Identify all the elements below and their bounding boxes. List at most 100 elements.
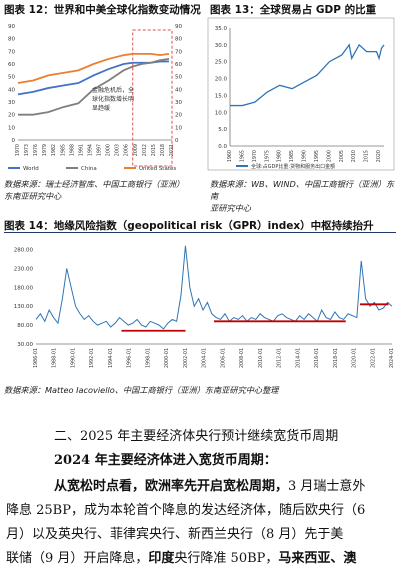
- fig12-y-tick-left: 20: [8, 113, 15, 119]
- fig13-title: 图表 13：全球贸易占 GDP 的比重: [210, 4, 377, 16]
- fig14-chart: 30.00 80.00 130.00 180.00 230.00 280.00 1986-0…: [4, 234, 396, 384]
- fig12-y-tick-right: 40: [175, 87, 182, 93]
- fig12-x-tick: 2006: [124, 144, 130, 156]
- fig12-annotation-line: 金融危机后，全: [92, 86, 134, 94]
- fig14-x-tick: 2024-01: [389, 348, 395, 368]
- paragraph-line-3: 月）以及英央行、菲律宾央行、新西兰央行（8 月）先于美: [6, 527, 344, 542]
- fig13-x-tick: 1965: [239, 150, 245, 162]
- fig12-x-tick: 1997: [97, 144, 103, 156]
- fig12-y-tick-right: 60: [175, 62, 182, 68]
- fig12-y-tick-left: 80: [8, 37, 15, 43]
- fig12-source: 数据来源：瑞士经济智库、中国工商银行（亚洲） 东南亚研究中心: [4, 179, 185, 201]
- fig14-x-tick: 2008-01: [239, 348, 245, 368]
- fig14-x-tick: 2006-01: [220, 348, 226, 368]
- fig12-y-tick-right: 20: [175, 113, 182, 119]
- fig12-y-tick-left: 0: [12, 138, 16, 144]
- fig12-y-tick-right: 50: [175, 75, 182, 81]
- fig12-y-tick-right: 0: [175, 138, 179, 144]
- fig12-x-tick: 2012: [142, 144, 148, 156]
- fig14-y-tick: 130.00: [14, 304, 34, 310]
- fig12-legend-label: United States: [139, 166, 176, 172]
- fig13-y-tick: 15.0: [215, 93, 228, 99]
- fig14-series-line: [35, 245, 393, 330]
- fig12-series-line: [17, 52, 170, 84]
- fig13-x-tick: 2005: [339, 150, 345, 162]
- fig12-highlight-box: [132, 29, 173, 167]
- fig14-x-tick: 2022-01: [370, 348, 376, 368]
- fig13-x-tick: 1990: [302, 150, 308, 162]
- fig12-series-line: [18, 58, 170, 116]
- fig13-source: 数据来源：WB、WIND、中国工商银行（亚洲）东南 亚研究中心: [210, 179, 395, 213]
- fig12-x-tick: 1985: [60, 144, 66, 156]
- fig12-x-tick: 1988: [69, 144, 75, 156]
- fig13-x-tick: 1970: [252, 150, 258, 162]
- fig13-x-tick: 1980: [277, 150, 283, 162]
- fig13-frame: [207, 17, 395, 171]
- fig13-x-tick: 1975: [264, 150, 270, 162]
- fig13-y-tick: 30.0: [215, 43, 228, 49]
- fig12-y-tick-left: 60: [8, 62, 15, 68]
- fig12-x-tick: 2021: [169, 144, 175, 156]
- fig13-series-line: [230, 43, 385, 107]
- fig14-x-tick: 1988-01: [52, 348, 58, 368]
- fig13-legend-label: 全球:占GDP比重:货物和服务出口金额: [251, 163, 335, 170]
- fig12-x-tick: 2018: [160, 144, 166, 156]
- fig12-y-tick-left: 10: [8, 125, 15, 131]
- fig12-y-tick-right: 80: [175, 37, 182, 43]
- fig13-x-tick: 1960: [227, 150, 233, 162]
- fig12-x-tick: 1979: [42, 144, 48, 156]
- fig14-x-tick: 2000-01: [164, 348, 170, 368]
- fig14-x-tick: 2020-01: [352, 348, 358, 368]
- fig13-x-tick: 2015: [364, 150, 370, 162]
- fig12-title: 图表 12：世界和中美全球化指数变动情况: [4, 4, 201, 16]
- fig14-x-tick: 2016-01: [314, 348, 320, 368]
- fig14-x-tick: 2010-01: [258, 348, 264, 368]
- fig12-x-tick: 1994: [87, 144, 93, 156]
- fig13-y-tick: 20.0: [215, 77, 228, 83]
- fig14-x-tick: 1990-01: [70, 348, 76, 368]
- fig13-y-tick: 0.0: [218, 144, 227, 150]
- fig13-x-tick: 2000: [326, 150, 332, 162]
- fig12-y-tick-right: 70: [175, 49, 182, 55]
- fig14-title: 图表 14：地缘风险指数（geopolitical risk（GPR）index…: [4, 220, 374, 232]
- fig12-y-tick-right: 90: [175, 24, 182, 30]
- fig13-y-tick: 35.0: [215, 26, 228, 32]
- fig12-y-tick-left: 50: [8, 75, 15, 81]
- fig12-chart: 0 0 10 10 20 20 30 30 40 40 50 50 60 60 70 70 80 80 90 90 19…: [0, 16, 200, 174]
- fig12-x-tick: 1982: [51, 144, 57, 156]
- fig14-x-tick: 2014-01: [295, 348, 301, 368]
- fig13-y-tick: 25.0: [215, 60, 228, 66]
- fig13-x-tick: 2010: [351, 150, 357, 162]
- fig14-x-tick: 2012-01: [277, 348, 283, 368]
- fig12-y-tick-right: 10: [175, 125, 182, 131]
- fig12-x-tick: 1970: [15, 144, 21, 156]
- paragraph-line-1: 从宽松时点看，欧洲率先开启宽松周期，3 月瑞士意外: [54, 479, 366, 494]
- fig12-y-tick-left: 70: [8, 49, 15, 55]
- fig12-legend-label: World: [23, 166, 39, 172]
- fig14-source: 数据来源：Matteo Iacoviello、中国工商银行（亚洲）东南亚研究中心…: [4, 385, 279, 395]
- section-heading: 二、2025 年主要经济体央行预计继续宽货币周期: [54, 429, 339, 444]
- fig12-x-tick: 1991: [78, 144, 84, 156]
- fig12-x-tick: 2000: [106, 144, 112, 156]
- section-subheading: 2024 年主要经济体进入宽货币周期：: [54, 453, 277, 468]
- fig12-x-tick: 2003: [115, 144, 121, 156]
- fig14-y-tick: 80.00: [17, 323, 33, 329]
- fig14-x-tick: 2002-01: [183, 348, 189, 368]
- fig13-x-tick: 2020: [376, 150, 382, 162]
- fig14-y-tick: 230.00: [14, 266, 34, 272]
- fig13-y-tick: 10.0: [215, 110, 228, 116]
- fig12-y-tick-left: 90: [8, 24, 15, 30]
- fig14-y-tick: 30.00: [17, 342, 33, 348]
- fig14-y-tick: 180.00: [14, 285, 34, 291]
- fig14-x-tick: 1996-01: [127, 348, 133, 368]
- fig12-y-tick-right: 30: [175, 100, 182, 106]
- fig14-x-tick: 1992-01: [89, 348, 95, 368]
- paragraph-line-2: 降息 25BP，成为本轮首个降息的发达经济体，随后欧央行（6: [6, 503, 366, 518]
- fig12-y-tick-left: 40: [8, 87, 15, 93]
- fig12-x-tick: 1976: [33, 144, 39, 156]
- fig12-legend-label: China: [81, 166, 97, 172]
- fig14-x-tick: 2018-01: [333, 348, 339, 368]
- fig13-chart: 0.0 5.0 10.0 15.0 20.0 25.0 30.0 35.0 1960 1965 19…: [206, 16, 396, 174]
- fig12-annotation-line: 显趋缓: [92, 104, 110, 112]
- fig13-x-tick: 1985: [289, 150, 295, 162]
